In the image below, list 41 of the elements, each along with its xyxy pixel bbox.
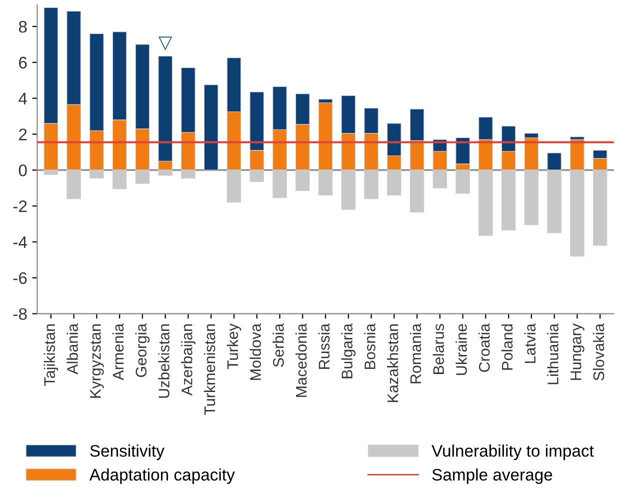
x-tick-label: Azerbaijan [181, 324, 196, 396]
y-tick-label: 2 [19, 128, 27, 140]
x-tick-label: Lithuania [547, 323, 558, 384]
x-tick-label: Tajikistan [44, 324, 58, 386]
y-tick-label: -4 [13, 236, 27, 248]
x-tick-label: Latvia [524, 323, 536, 363]
x-tick-label: Kazakhstan [387, 324, 398, 402]
y-tick-label: -2 [13, 200, 27, 212]
bar [204, 84, 218, 170]
x-tick-label: Uzbekistan [158, 324, 170, 398]
x-tick-label: Turkmenistan [204, 324, 216, 416]
x-tick-label: Armenia [112, 323, 124, 380]
y-tick-label: 8 [18, 20, 27, 33]
x-tick-label: Poland [501, 324, 513, 370]
legend-label: Adaptation capacity [89, 468, 235, 484]
y-tick-label: -6 [13, 272, 27, 284]
x-tick-label: Bulgaria [341, 323, 356, 378]
legend-label: Sample average [432, 468, 552, 484]
x-tick-label: Croatia [478, 323, 490, 372]
x-tick-label: Slovakia [592, 323, 604, 380]
legend-label: Sensitivity [90, 444, 164, 460]
x-tick-label: Bosnia [364, 323, 376, 369]
y-tick-label: -8 [13, 308, 27, 320]
x-tick-label: Serbia [272, 323, 284, 367]
x-tick-label: Moldova [250, 323, 261, 380]
legend-label: Vulnerability to impact [432, 444, 594, 460]
y-tick-label: 4 [18, 92, 27, 104]
x-tick-label: Belarus [432, 324, 444, 374]
bar [410, 108, 424, 141]
y-tick-label: 6 [19, 56, 27, 69]
y-tick-label: 0 [18, 164, 27, 176]
x-tick-label: Russia [318, 323, 330, 369]
x-tick-label: Kyrgyzstan [90, 324, 104, 398]
x-tick-label: Romania [410, 323, 422, 384]
x-tick-label: Macedonia [296, 323, 307, 397]
x-tick-label: Georgia [135, 323, 150, 377]
x-tick-label: Hungary [570, 323, 584, 380]
x-tick-label: Ukraine [456, 324, 467, 375]
x-tick-label: Albania [66, 323, 78, 374]
annotation: ▽ [158, 36, 172, 50]
x-tick-label: Turkey [226, 323, 242, 370]
